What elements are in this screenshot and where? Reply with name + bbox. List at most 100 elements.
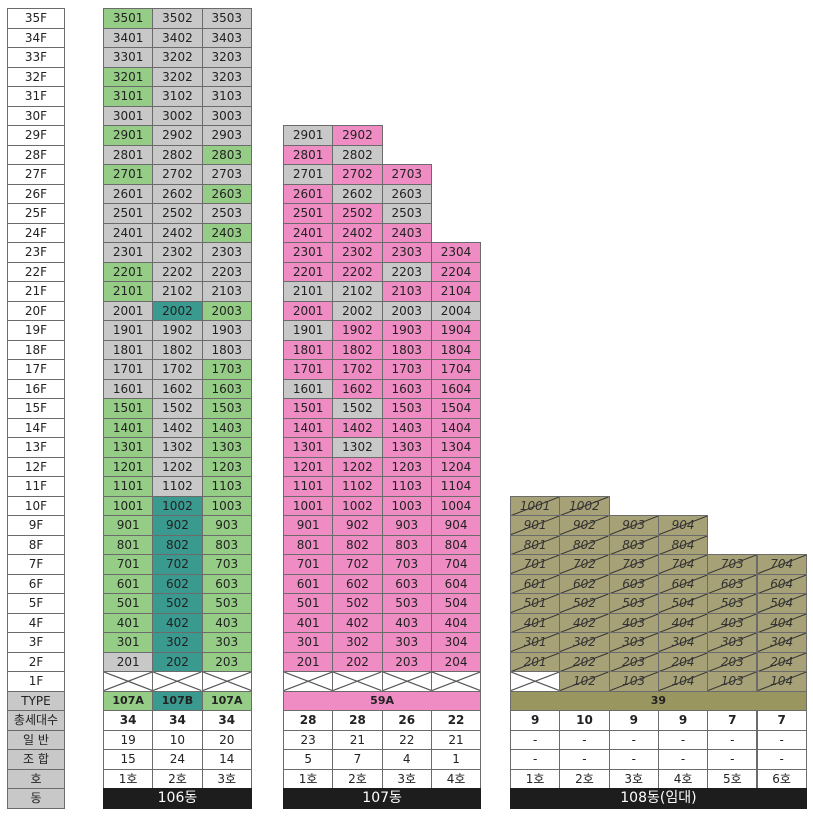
unit-cell[interactable]: 1202: [332, 456, 383, 477]
unit-cell[interactable]: 703: [381, 554, 432, 575]
unit-cell[interactable]: 2802: [152, 144, 203, 165]
unit-cell[interactable]: 2502: [332, 203, 383, 224]
unit-cell[interactable]: 801: [103, 534, 154, 555]
unit-cell[interactable]: 3202: [152, 47, 203, 68]
unit-cell[interactable]: 2101: [283, 281, 334, 302]
unit-cell[interactable]: 302: [332, 632, 383, 653]
unit-cell[interactable]: 2503: [381, 203, 432, 224]
unit-cell[interactable]: 801: [283, 534, 334, 555]
unit-cell[interactable]: 601: [103, 573, 154, 594]
unit-cell[interactable]: 604: [756, 573, 807, 594]
unit-cell[interactable]: 904: [430, 515, 482, 536]
unit-cell[interactable]: 301: [283, 632, 334, 653]
unit-cell[interactable]: 2203: [201, 261, 252, 282]
unit-cell[interactable]: 401: [103, 612, 154, 633]
unit-cell[interactable]: 2101: [103, 281, 154, 302]
unit-cell[interactable]: 1301: [103, 437, 154, 458]
unit-cell[interactable]: 2002: [152, 300, 203, 321]
unit-cell[interactable]: 1502: [332, 398, 383, 419]
unit-cell[interactable]: 304: [756, 632, 807, 653]
unit-cell[interactable]: 3102: [152, 86, 203, 107]
unit-cell[interactable]: 902: [332, 515, 383, 536]
unit-cell[interactable]: 502: [559, 593, 610, 614]
unit-cell[interactable]: 501: [283, 593, 334, 614]
unit-cell[interactable]: 3103: [201, 86, 252, 107]
unit-cell[interactable]: 1003: [201, 495, 252, 516]
unit-cell[interactable]: 901: [103, 515, 154, 536]
unit-cell[interactable]: 803: [201, 534, 252, 555]
unit-cell[interactable]: 303: [381, 632, 432, 653]
unit-cell[interactable]: 2503: [201, 203, 252, 224]
unit-cell[interactable]: 1102: [332, 476, 383, 497]
unit-cell[interactable]: 2004: [430, 300, 482, 321]
unit-cell[interactable]: 2103: [201, 281, 252, 302]
unit-cell[interactable]: 2301: [103, 242, 154, 263]
unit-cell[interactable]: 2204: [430, 261, 482, 282]
unit-cell[interactable]: 2703: [201, 164, 252, 185]
unit-cell[interactable]: 404: [756, 612, 807, 633]
unit-cell[interactable]: 1203: [381, 456, 432, 477]
unit-cell[interactable]: 1903: [201, 320, 252, 341]
unit-cell[interactable]: 1203: [201, 456, 252, 477]
unit-cell[interactable]: 501: [103, 593, 154, 614]
unit-cell[interactable]: 2001: [283, 300, 334, 321]
unit-cell[interactable]: 603: [707, 573, 758, 594]
unit-cell[interactable]: 2501: [283, 203, 334, 224]
unit-cell[interactable]: 2902: [332, 125, 383, 146]
unit-cell[interactable]: 1802: [152, 339, 203, 360]
unit-cell[interactable]: 602: [559, 573, 610, 594]
unit-cell[interactable]: 2302: [332, 242, 383, 263]
unit-cell[interactable]: 2602: [152, 183, 203, 204]
unit-cell[interactable]: 1503: [381, 398, 432, 419]
unit-cell[interactable]: 404: [657, 612, 709, 633]
unit-cell[interactable]: 804: [430, 534, 482, 555]
unit-cell[interactable]: 1701: [283, 359, 334, 380]
unit-cell[interactable]: 1402: [332, 417, 383, 438]
unit-cell[interactable]: 2102: [152, 281, 203, 302]
unit-cell[interactable]: 602: [152, 573, 203, 594]
unit-cell[interactable]: 3202: [152, 66, 203, 87]
unit-cell[interactable]: 2202: [152, 261, 203, 282]
unit-cell[interactable]: 1701: [103, 359, 154, 380]
unit-cell[interactable]: 3301: [103, 47, 154, 68]
unit-cell[interactable]: 1902: [152, 320, 203, 341]
unit-cell[interactable]: 1903: [381, 320, 432, 341]
unit-cell[interactable]: 1002: [559, 495, 610, 516]
unit-cell[interactable]: 1204: [430, 456, 482, 477]
unit-cell[interactable]: 801: [510, 534, 561, 555]
unit-cell[interactable]: 1602: [152, 378, 203, 399]
unit-cell[interactable]: 1202: [152, 456, 203, 477]
unit-cell[interactable]: 903: [608, 515, 659, 536]
unit-cell[interactable]: 204: [657, 651, 709, 672]
unit-cell[interactable]: 202: [152, 651, 203, 672]
unit-cell[interactable]: 1402: [152, 417, 203, 438]
unit-cell[interactable]: 1702: [332, 359, 383, 380]
unit-cell[interactable]: 2602: [332, 183, 383, 204]
unit-cell[interactable]: 2702: [152, 164, 203, 185]
unit-cell[interactable]: 1001: [510, 495, 561, 516]
unit-cell[interactable]: 701: [510, 554, 561, 575]
unit-cell[interactable]: 1503: [201, 398, 252, 419]
unit-cell[interactable]: 1302: [332, 437, 383, 458]
unit-cell[interactable]: 403: [381, 612, 432, 633]
unit-cell[interactable]: 2401: [283, 222, 334, 243]
unit-cell[interactable]: 3001: [103, 105, 154, 126]
unit-cell[interactable]: 601: [283, 573, 334, 594]
unit-cell[interactable]: 1504: [430, 398, 482, 419]
unit-cell[interactable]: 502: [332, 593, 383, 614]
unit-cell[interactable]: 701: [103, 554, 154, 575]
unit-cell[interactable]: 302: [152, 632, 203, 653]
unit-cell[interactable]: 1102: [152, 476, 203, 497]
unit-cell[interactable]: 502: [152, 593, 203, 614]
unit-cell[interactable]: 1304: [430, 437, 482, 458]
unit-cell[interactable]: 3401: [103, 27, 154, 48]
unit-cell[interactable]: 2603: [381, 183, 432, 204]
unit-cell[interactable]: 702: [332, 554, 383, 575]
unit-cell[interactable]: 1602: [332, 378, 383, 399]
unit-cell[interactable]: 2203: [381, 261, 432, 282]
unit-cell[interactable]: 703: [201, 554, 252, 575]
unit-cell[interactable]: 202: [332, 651, 383, 672]
unit-cell[interactable]: 1804: [430, 339, 482, 360]
unit-cell[interactable]: 1302: [152, 437, 203, 458]
unit-cell[interactable]: 1802: [332, 339, 383, 360]
